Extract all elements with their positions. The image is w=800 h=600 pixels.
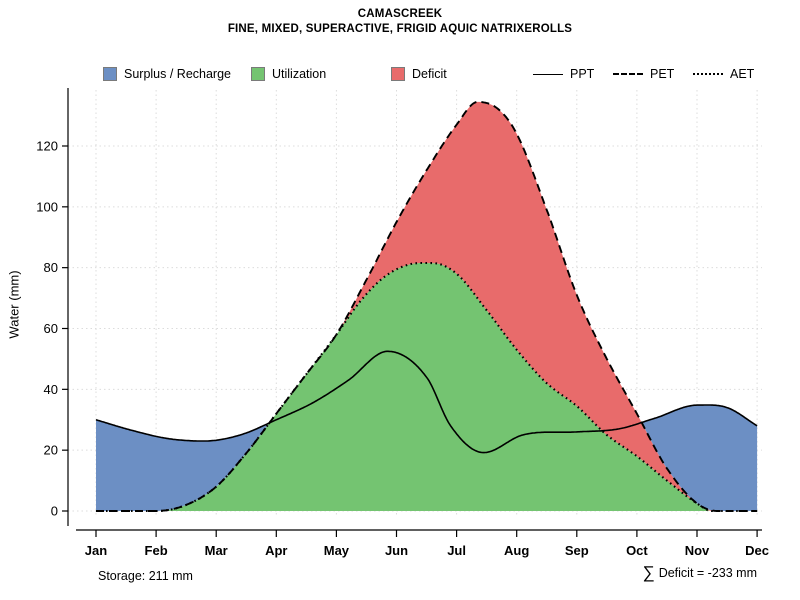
x-tick-label: Aug bbox=[504, 543, 529, 558]
pet-curve bbox=[96, 100, 758, 512]
x-tick-label: Oct bbox=[626, 543, 648, 558]
legend-label-ppt: PPT bbox=[570, 67, 595, 81]
ppt-line-icon bbox=[533, 73, 563, 75]
legend-item-surplus: Surplus / Recharge bbox=[103, 66, 231, 82]
storage-annotation: Storage: 211 mm bbox=[98, 569, 193, 583]
y-tick-label: 40 bbox=[44, 382, 58, 397]
x-tick-label: Sep bbox=[565, 543, 589, 558]
x-tick-label: Mar bbox=[205, 543, 228, 558]
x-tick-label: Jan bbox=[85, 543, 107, 558]
legend-label-pet: PET bbox=[650, 67, 675, 81]
x-tick-label: Apr bbox=[265, 543, 287, 558]
surplus-swatch-icon bbox=[103, 67, 117, 81]
legend-label-deficit: Deficit bbox=[412, 67, 447, 81]
legend-item-aet: AET bbox=[693, 66, 754, 82]
deficit-annotation: ∑ Deficit = -233 mm bbox=[643, 564, 757, 581]
legend-item-ppt: PPT bbox=[533, 66, 594, 82]
y-tick-label: 80 bbox=[44, 260, 58, 275]
x-tick-label: Dec bbox=[745, 543, 769, 558]
x-tick-label: Jun bbox=[385, 543, 408, 558]
utilization-area bbox=[162, 263, 710, 511]
chart-title: CAMASCREEK bbox=[357, 8, 443, 20]
utilization-swatch-icon bbox=[251, 67, 265, 81]
y-tick-label: 0 bbox=[51, 504, 58, 519]
chart-subtitle: FINE, MIXED, SUPERACTIVE, FRIGID AQUIC N… bbox=[227, 23, 573, 35]
legend-item-deficit: Deficit bbox=[391, 66, 447, 82]
surplus-area bbox=[642, 405, 758, 511]
aet-line-icon bbox=[693, 73, 723, 75]
x-tick-label: May bbox=[324, 543, 350, 558]
x-tick-label: Feb bbox=[145, 543, 168, 558]
x-tick-label: Nov bbox=[685, 543, 710, 558]
legend-item-utilization: Utilization bbox=[251, 66, 326, 82]
ppt-curve bbox=[95, 350, 758, 454]
series-lines bbox=[95, 100, 758, 513]
y-tick-label: 60 bbox=[44, 321, 58, 336]
legend-item-pet: PET bbox=[613, 66, 674, 82]
surplus-area bbox=[96, 419, 268, 511]
legend-label-utilization: Utilization bbox=[272, 67, 327, 81]
axes: 0 20 40 60 80 100 120 Jan Feb Mar Apr May Jun Jul Aug S… bbox=[36, 88, 769, 558]
deficit-sum-text: Deficit = -233 mm bbox=[658, 565, 757, 580]
deficit-area bbox=[338, 101, 694, 502]
y-tick-label: 100 bbox=[36, 199, 58, 214]
area-fills bbox=[96, 101, 758, 511]
y-tick-label: 120 bbox=[36, 138, 58, 153]
deficit-swatch-icon bbox=[391, 67, 405, 81]
aet-curve bbox=[96, 261, 758, 513]
y-tick-label: 20 bbox=[44, 443, 58, 458]
x-tick-label: Jul bbox=[447, 543, 466, 558]
legend-label-surplus: Surplus / Recharge bbox=[124, 67, 232, 81]
pet-line-icon bbox=[613, 73, 643, 75]
legend-label-aet: AET bbox=[730, 67, 755, 81]
sigma-icon: ∑ bbox=[642, 563, 655, 582]
